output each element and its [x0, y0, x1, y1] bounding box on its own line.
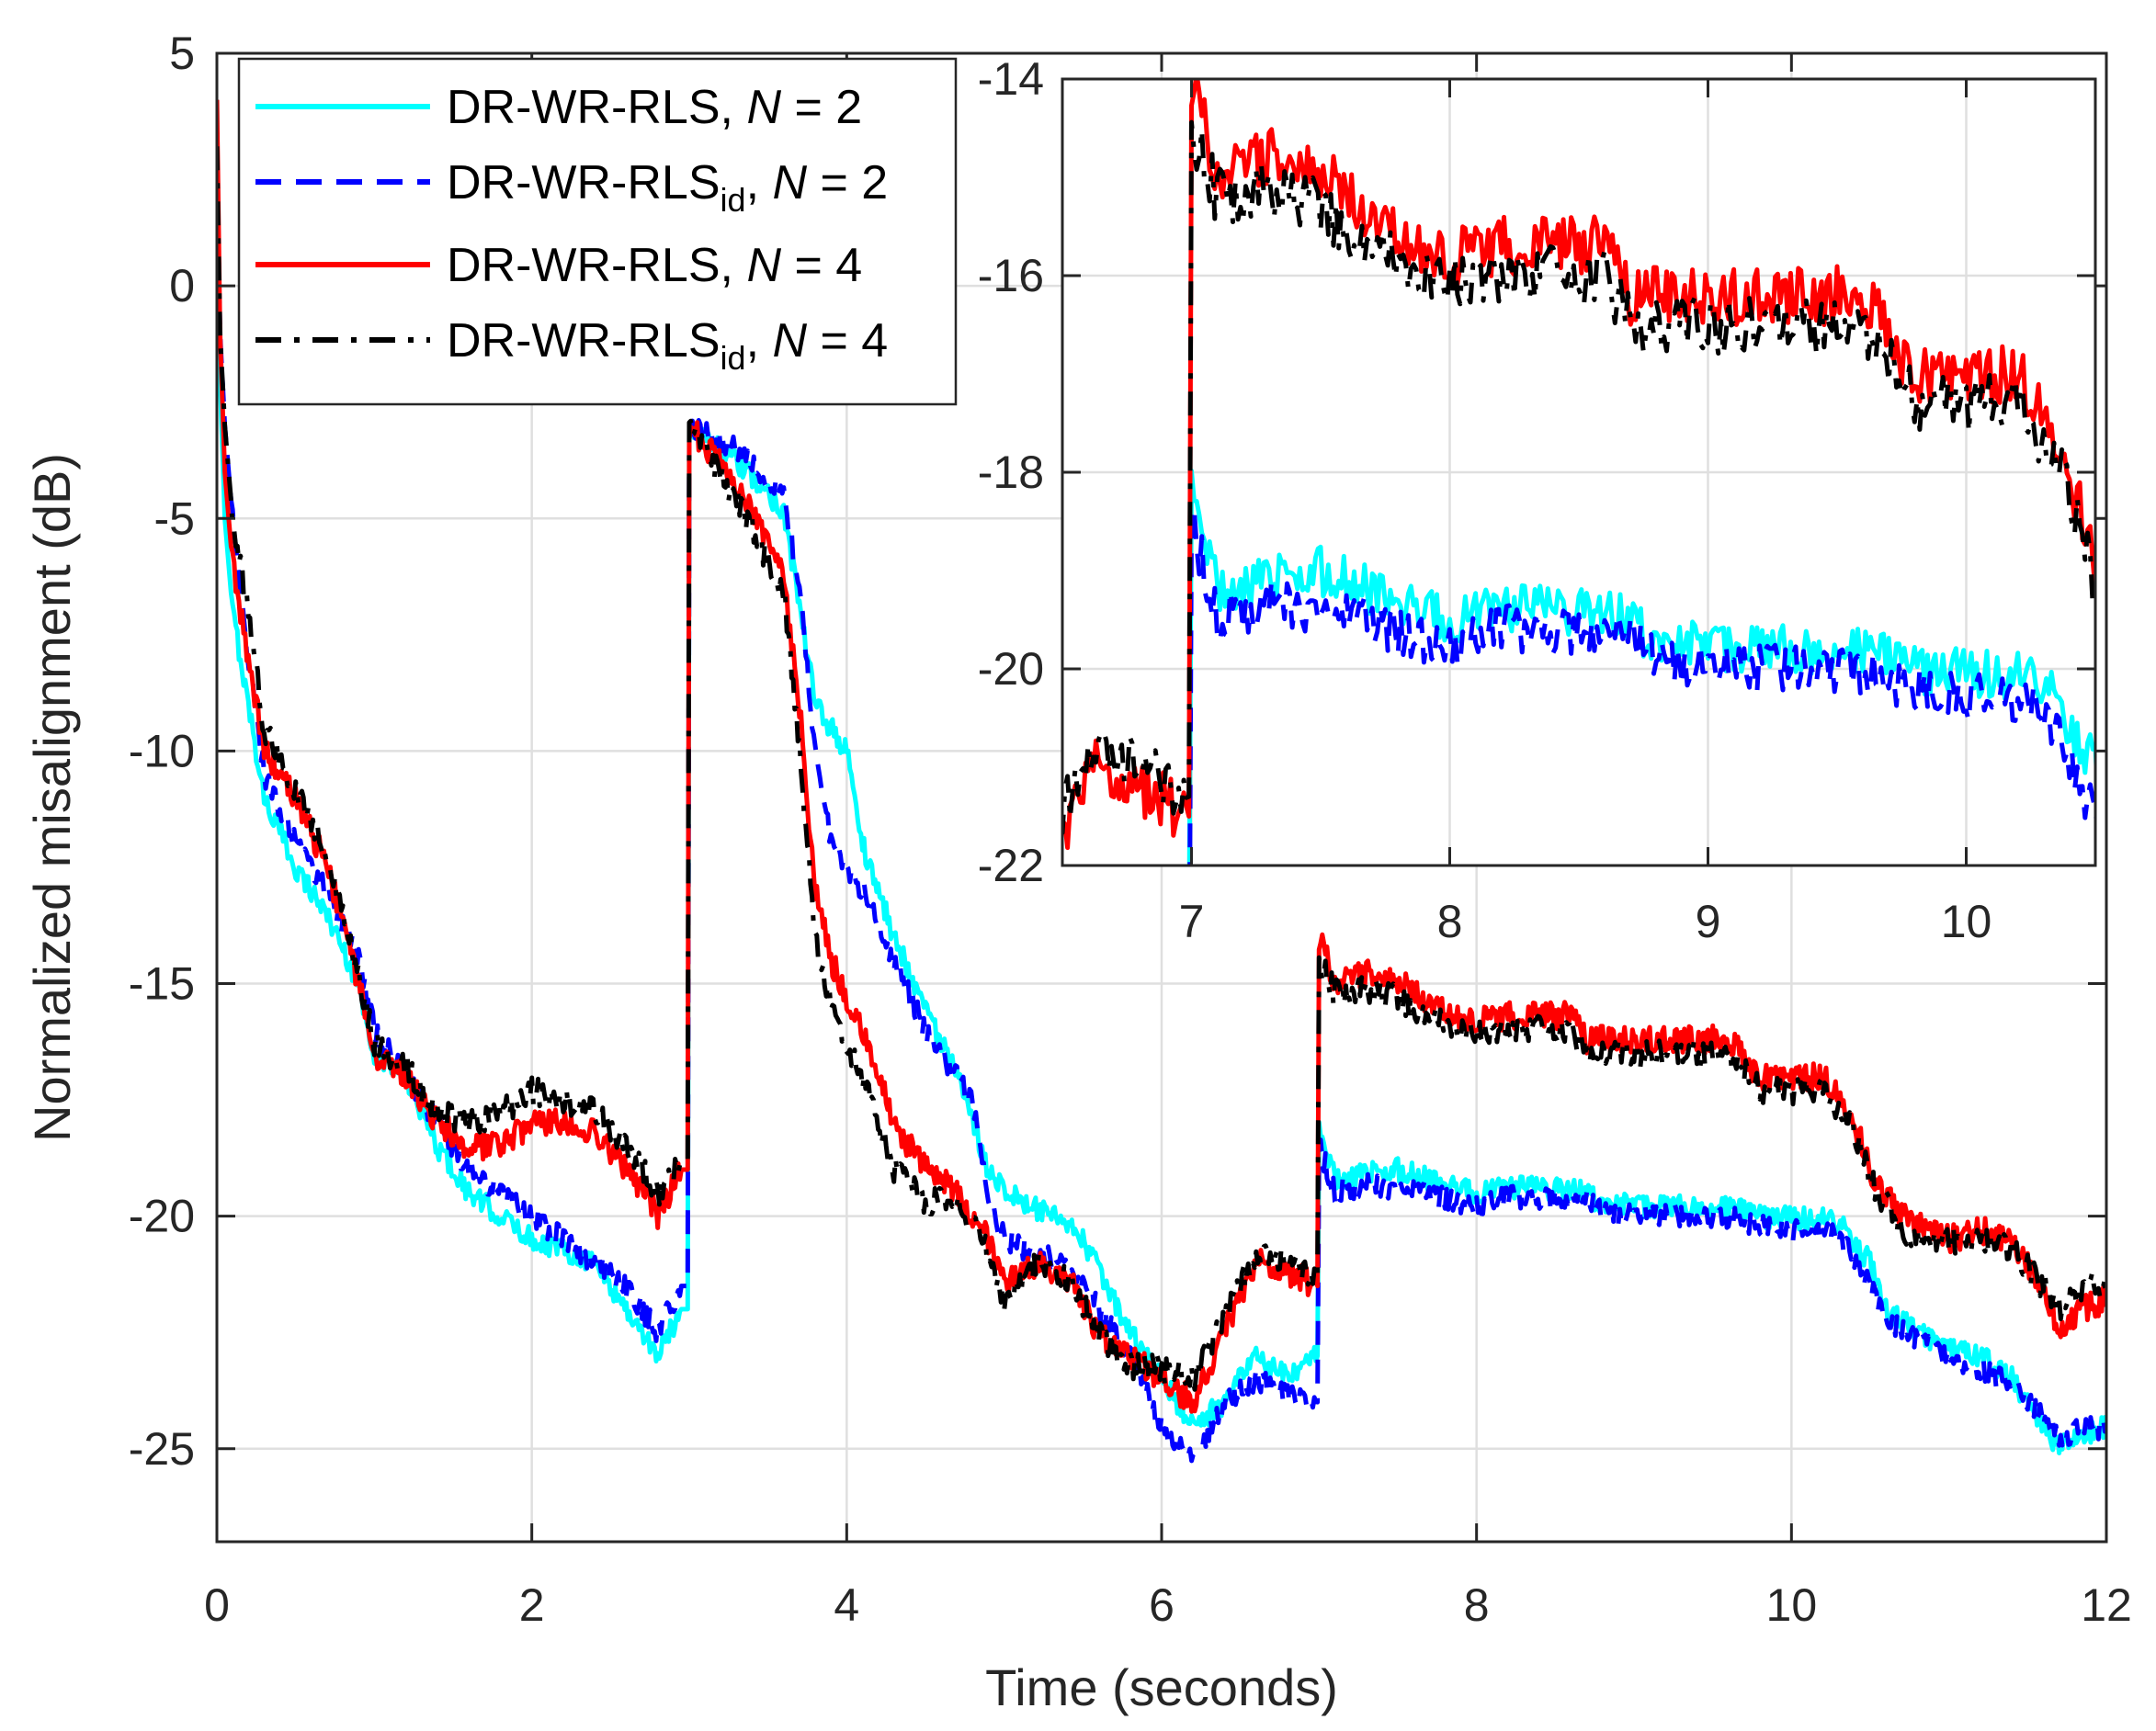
- inset-y-tick-label-1: -16: [978, 250, 1044, 301]
- y-tick-label-6: -25: [129, 1423, 195, 1475]
- y-axis-label: Normalized misalignment (dB): [23, 453, 81, 1142]
- legend: DR-WR-RLS, N = 2 DR-WR-RLSid, N = 2 DR-W…: [237, 57, 958, 406]
- inset-series-line-4: [1062, 119, 2095, 835]
- x-tick-label-2: 4: [834, 1579, 859, 1631]
- inset-series-line-1: [1186, 469, 2095, 866]
- inset-y-tick-label-3: -20: [978, 643, 1044, 695]
- inset-y-tick-label-2: -18: [978, 447, 1044, 498]
- y-tick-label-4: -15: [129, 958, 195, 1010]
- series-line-4: [217, 146, 2106, 1392]
- series-line-2: [217, 146, 2106, 1464]
- inset-x-tick-label-2: 9: [1696, 896, 1721, 947]
- main-series: [217, 99, 2106, 1464]
- main-ticks: 0 2 4 6 8 10 12 5 0 -5 -10 -15 -20 -25: [129, 28, 2132, 1631]
- inset-y-tick-label-0: -14: [978, 53, 1044, 105]
- x-tick-label-6: 12: [2081, 1579, 2132, 1631]
- y-tick-label-5: -20: [129, 1191, 195, 1242]
- legend-box: [237, 57, 958, 406]
- inset-x-tick-label-1: 8: [1437, 896, 1463, 947]
- inset-x-tick-label-0: 7: [1179, 896, 1205, 947]
- inset-series-line-3: [1062, 79, 2095, 851]
- inset-x-tick-label-3: 10: [1941, 896, 1992, 947]
- inset-ticks: 7 8 9 10 -14 -16 -18 -20 -22: [978, 53, 2095, 947]
- x-tick-label-1: 2: [519, 1579, 545, 1631]
- x-axis-label: Time (seconds): [985, 1658, 1338, 1716]
- y-tick-label-1: 0: [169, 260, 195, 311]
- legend-label-1: DR-WR-RLS, N = 2: [447, 81, 862, 134]
- inset-y-tick-label-4: -22: [978, 840, 1044, 891]
- y-tick-label-3: -10: [129, 725, 195, 776]
- x-tick-label-0: 0: [204, 1579, 230, 1631]
- legend-label-2: DR-WR-RLSid, N = 2: [447, 156, 888, 219]
- inset-series: [1062, 79, 2095, 866]
- inset-series-line-2: [1187, 505, 2095, 866]
- x-tick-label-5: 10: [1766, 1579, 1818, 1631]
- y-tick-label-2: -5: [154, 492, 195, 544]
- legend-label-3: DR-WR-RLS, N = 4: [447, 239, 862, 292]
- x-tick-label-3: 6: [1149, 1579, 1174, 1631]
- x-tick-label-4: 8: [1464, 1579, 1490, 1631]
- y-tick-label-0: 5: [169, 28, 195, 79]
- legend-label-4: DR-WR-RLSid, N = 4: [447, 314, 888, 377]
- inset-chart: 7 8 9 10 -14 -16 -18 -20 -22: [978, 53, 2097, 947]
